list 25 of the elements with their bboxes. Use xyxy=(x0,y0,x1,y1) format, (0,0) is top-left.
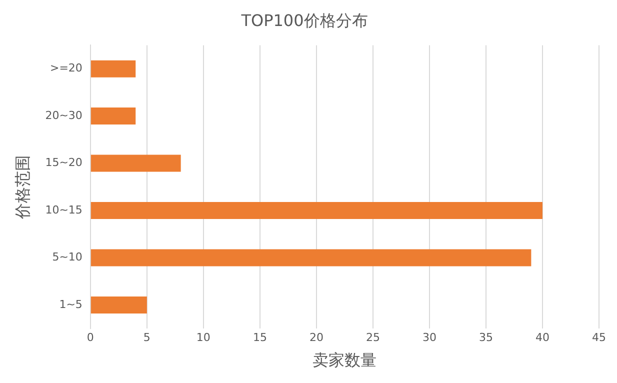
bar xyxy=(90,202,542,220)
chart-title: TOP100价格分布 xyxy=(240,10,368,30)
bar xyxy=(90,296,147,314)
bar xyxy=(90,154,181,172)
x-tick-label: 40 xyxy=(535,331,550,344)
x-axis-title: 卖家数量 xyxy=(312,350,377,370)
x-tick-label: 5 xyxy=(143,331,150,344)
x-tick-label: 15 xyxy=(252,331,267,344)
x-tick-label: 30 xyxy=(422,331,436,344)
y-tick-label: >=20 xyxy=(50,62,82,75)
x-tick-label: 10 xyxy=(196,331,210,344)
bar xyxy=(90,249,532,266)
y-tick-label: 15~20 xyxy=(45,156,82,170)
x-tick-label: 35 xyxy=(478,331,493,344)
y-tick-label: 1~5 xyxy=(59,298,82,311)
bar xyxy=(90,108,136,125)
y-axis-title: 价格范围 xyxy=(12,154,32,220)
y-tick-label: 10~15 xyxy=(45,203,82,216)
x-tick-label: 25 xyxy=(366,331,380,344)
y-tick-label: 20~30 xyxy=(45,108,82,122)
bar xyxy=(90,60,136,78)
y-tick-label: 5~10 xyxy=(52,250,82,264)
x-tick-label: 20 xyxy=(309,331,324,344)
x-tick-label: 0 xyxy=(86,331,94,344)
x-tick-label: 45 xyxy=(592,331,606,344)
